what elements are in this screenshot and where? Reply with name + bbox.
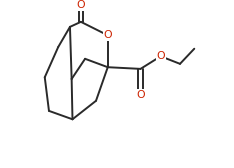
Text: O: O bbox=[103, 30, 112, 40]
Text: O: O bbox=[77, 0, 85, 10]
Text: O: O bbox=[156, 51, 165, 61]
Text: O: O bbox=[136, 90, 145, 100]
